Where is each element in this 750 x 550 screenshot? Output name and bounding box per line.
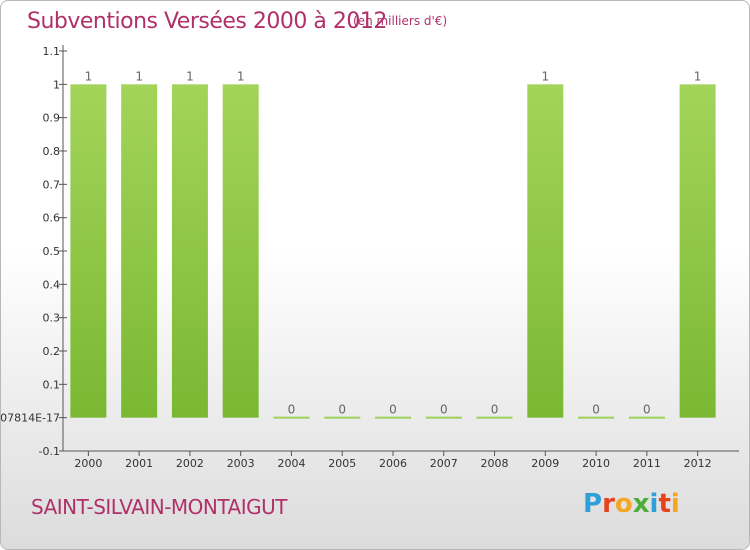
chart-title: Subventions Versées 2000 à 2012 — [27, 9, 387, 34]
y-tick-label: 1 — [53, 78, 60, 91]
bar-2008 — [476, 416, 513, 419]
bar-2007 — [425, 416, 462, 419]
bar-2004 — [273, 416, 310, 419]
bar-2010 — [578, 416, 615, 419]
bar-2009 — [527, 84, 564, 418]
x-tick-label: 2011 — [633, 457, 661, 470]
x-tick-label: 2010 — [582, 457, 610, 470]
bar-2000 — [70, 84, 107, 418]
data-label-2005: 0 — [338, 403, 346, 417]
data-label-2010: 0 — [592, 403, 600, 417]
x-tick-label: 2009 — [531, 457, 559, 470]
data-label-2009: 1 — [541, 69, 549, 83]
x-tick-label: 2004 — [277, 457, 305, 470]
data-label-2000: 1 — [85, 69, 93, 83]
bar-2005 — [324, 416, 361, 419]
data-label-2003: 1 — [237, 69, 245, 83]
x-tick-label: 2008 — [481, 457, 509, 470]
x-tick-label: 2003 — [227, 457, 255, 470]
y-tick-label: 0.7 — [43, 178, 61, 191]
bar-2012 — [679, 84, 716, 418]
y-tick-label: 0.2 — [43, 345, 61, 358]
y-tick-label: 0.4 — [43, 278, 61, 291]
y-tick-label: -1.3877787807814E-17 — [1, 412, 60, 425]
chart-subtitle: (en milliers d'€) — [353, 14, 448, 28]
x-tick-label: 2000 — [74, 457, 102, 470]
data-label-2012: 1 — [694, 69, 702, 83]
x-tick-label: 2002 — [176, 457, 204, 470]
logo-letter: i — [649, 489, 659, 519]
bar-2011 — [628, 416, 665, 419]
y-tick-label: 1.1 — [43, 45, 61, 58]
commune-name: SAINT-SILVAIN-MONTAIGUT — [31, 495, 287, 519]
bar-2002 — [171, 84, 208, 418]
y-tick-label: 0.8 — [43, 145, 61, 158]
chart-bars — [70, 84, 716, 419]
data-label-2007: 0 — [440, 403, 448, 417]
bar-2006 — [375, 416, 411, 419]
chart-axes: -0.1 -1.3877787807814E-17 0.1 0.2 0.3 0.4 0.5 0… — [1, 45, 739, 458]
proxiti-logo: Proxiti — [583, 489, 680, 519]
data-label-2011: 0 — [643, 403, 651, 417]
y-tick-label: -0.1 — [39, 445, 60, 458]
data-label-2001: 1 — [135, 69, 143, 83]
x-tick-label: 2001 — [125, 457, 153, 470]
y-tick-label: 0.9 — [43, 112, 61, 125]
logo-letter: r — [602, 489, 615, 519]
data-label-2006: 0 — [389, 403, 397, 417]
data-label-2004: 0 — [288, 403, 296, 417]
bar-2001 — [121, 84, 158, 418]
logo-letter: o — [614, 489, 633, 519]
x-tick-label: 2007 — [430, 457, 458, 470]
logo-letter: P — [583, 489, 603, 519]
y-tick-label: 0.5 — [43, 245, 61, 258]
data-label-2002: 1 — [186, 69, 194, 83]
y-tick-label: 0.6 — [43, 212, 61, 225]
logo-letter: t — [658, 489, 671, 519]
y-tick-label: 0.3 — [43, 312, 61, 325]
data-label-2008: 0 — [491, 403, 499, 417]
bar-2003 — [222, 84, 259, 418]
chart-labels: 1 2000 1 2001 1 2002 1 2003 0 2004 0 2005 0 2006 0 2007… — [74, 69, 711, 470]
x-tick-label: 2005 — [328, 457, 356, 470]
logo-letter: i — [670, 489, 680, 519]
y-tick-label: 0.1 — [43, 378, 61, 391]
x-tick-label: 2012 — [684, 457, 712, 470]
x-tick-label: 2006 — [379, 457, 407, 470]
logo-letter: x — [632, 489, 650, 519]
